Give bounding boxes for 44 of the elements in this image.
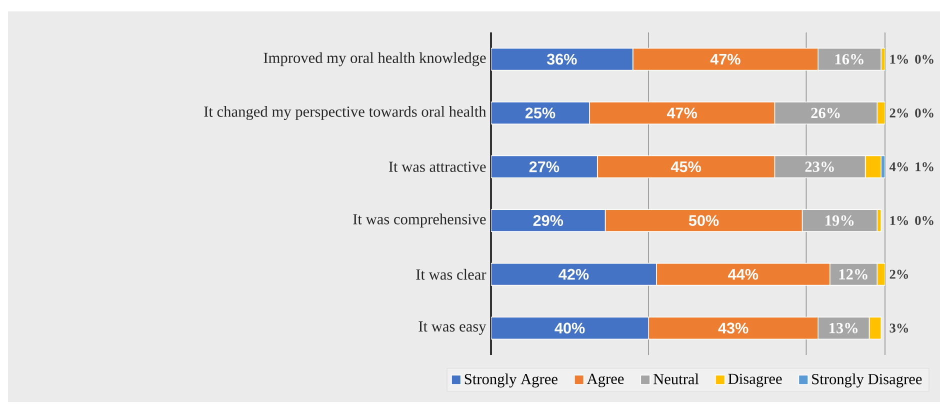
- data-label: 19%: [826, 215, 854, 226]
- legend-label: Disagree: [728, 374, 782, 388]
- data-label: 47%: [666, 108, 698, 118]
- data-label: 0%: [915, 216, 934, 226]
- data-label: 4%: [889, 162, 908, 172]
- y-tick-label: It was clear: [416, 268, 486, 280]
- y-tick-label: It was comprehensive: [353, 214, 486, 228]
- data-label: 26%: [811, 108, 840, 118]
- bar: [491, 48, 634, 71]
- bar: [491, 155, 598, 178]
- data-label: 1%: [916, 162, 934, 172]
- data-label: 36%: [546, 54, 577, 65]
- y-tick-label: Improved my oral health knowledge: [264, 52, 486, 66]
- data-label: 44%: [728, 268, 758, 280]
- data-label: 27%: [529, 161, 560, 172]
- data-label: 1%: [890, 216, 908, 226]
- data-label: 0%: [915, 54, 934, 64]
- y-tick-label: It changed my perspective towards oral health: [204, 106, 486, 120]
- data-label: 2%: [890, 270, 908, 279]
- legend-label: Strongly Disagree: [812, 373, 922, 388]
- data-label: 13%: [830, 322, 858, 334]
- data-label: 47%: [710, 54, 740, 65]
- data-label: 1%: [890, 54, 908, 64]
- legend-label: Neutral: [653, 373, 699, 384]
- legend-label: Agree: [586, 374, 624, 388]
- data-label: 2%: [890, 108, 908, 118]
- bar: [491, 316, 650, 340]
- data-label: 50%: [688, 215, 719, 226]
- bar: [864, 155, 882, 178]
- legend-label: Strongly Agree: [464, 373, 558, 388]
- bar: [491, 262, 657, 286]
- data-label: 12%: [839, 269, 868, 280]
- data-label: 3%: [890, 324, 908, 333]
- data-label: 45%: [670, 161, 701, 172]
- data-label: 29%: [533, 215, 564, 226]
- data-label: 0%: [915, 108, 934, 118]
- y-tick-label: It was attractive: [388, 162, 486, 172]
- data-label: 16%: [835, 54, 864, 64]
- y-tick-label: It was easy: [418, 321, 486, 335]
- data-label: 40%: [554, 322, 585, 334]
- data-label: 23%: [805, 162, 834, 172]
- data-label: 25%: [525, 108, 556, 118]
- data-label: 42%: [558, 268, 589, 280]
- data-label: 43%: [718, 322, 748, 334]
